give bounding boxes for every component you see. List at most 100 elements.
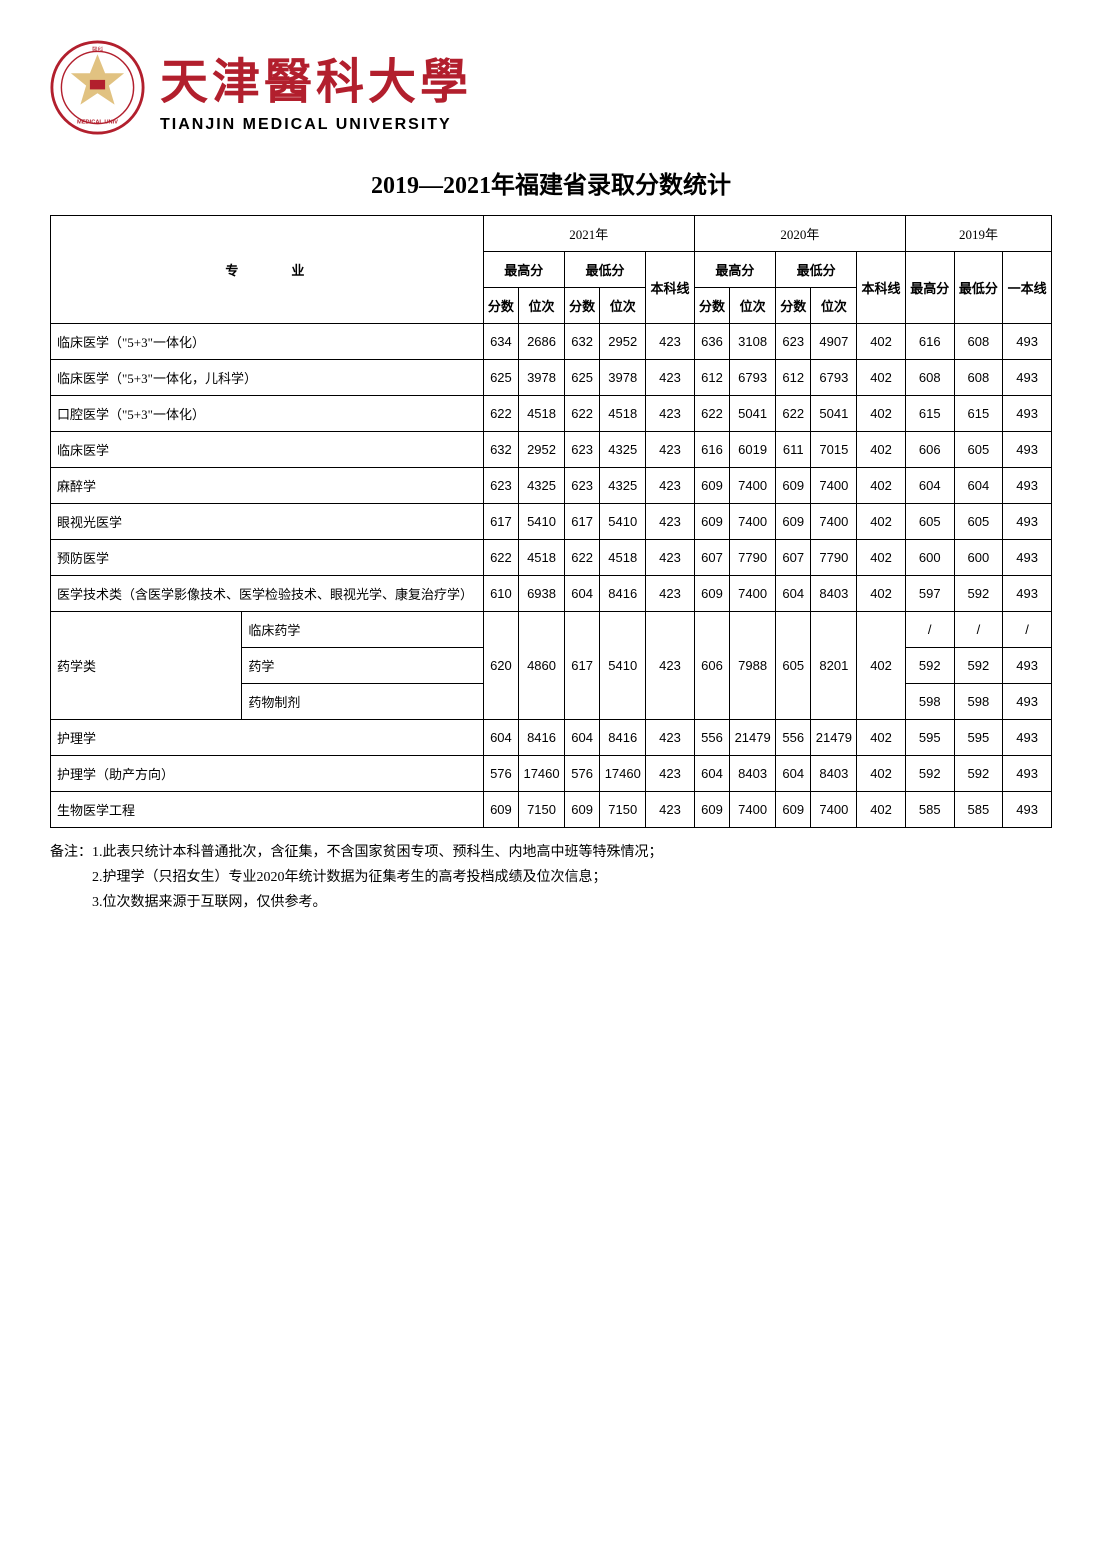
data-cell: 605 [776, 612, 811, 720]
data-cell: 592 [954, 756, 1003, 792]
data-cell: 636 [694, 324, 729, 360]
data-cell: 609 [694, 576, 729, 612]
data-cell: 608 [954, 360, 1003, 396]
data-cell: 617 [564, 612, 599, 720]
col-score: 分数 [694, 288, 729, 324]
data-cell: 623 [564, 468, 599, 504]
data-cell: 21479 [811, 720, 857, 756]
data-cell: 620 [483, 612, 518, 720]
data-cell: 402 [857, 432, 906, 468]
data-cell: 610 [483, 576, 518, 612]
university-cn-name: 天津醫科大學 [160, 42, 472, 112]
data-cell: 622 [564, 540, 599, 576]
data-cell: 625 [483, 360, 518, 396]
data-cell: 8403 [811, 756, 857, 792]
data-cell: 17460 [600, 756, 646, 792]
major-cell: 预防医学 [51, 540, 484, 576]
data-cell: 609 [776, 468, 811, 504]
col-rank: 位次 [811, 288, 857, 324]
data-cell: 615 [954, 396, 1003, 432]
data-cell: 21479 [730, 720, 776, 756]
data-cell: 7790 [811, 540, 857, 576]
data-cell: 623 [564, 432, 599, 468]
data-cell: 598 [905, 684, 954, 720]
major-cell: 麻醉学 [51, 468, 484, 504]
table-row: 临床医学632295262343254236166019611701540260… [51, 432, 1052, 468]
data-cell: 423 [646, 792, 695, 828]
table-row: 临床医学（"5+3"一体化）63426866322952423636310862… [51, 324, 1052, 360]
data-cell: 493 [1003, 720, 1052, 756]
table-row: 麻醉学6234325623432542360974006097400402604… [51, 468, 1052, 504]
data-cell: 623 [483, 468, 518, 504]
data-cell: 576 [564, 756, 599, 792]
data-cell: 600 [905, 540, 954, 576]
data-cell: 402 [857, 396, 906, 432]
data-cell: 609 [776, 792, 811, 828]
col-max-2019: 最高分 [905, 252, 954, 324]
data-cell: 605 [905, 504, 954, 540]
data-cell: 600 [954, 540, 1003, 576]
data-cell: 2952 [600, 324, 646, 360]
col-min-2020: 最低分 [776, 252, 857, 288]
data-cell: 592 [954, 648, 1003, 684]
data-cell: 8403 [811, 576, 857, 612]
data-cell: 493 [1003, 684, 1052, 720]
data-cell: 605 [954, 504, 1003, 540]
data-cell: 609 [776, 504, 811, 540]
data-cell: 609 [483, 792, 518, 828]
col-tier1-2019: 一本线 [1003, 252, 1052, 324]
data-cell: 5041 [730, 396, 776, 432]
data-cell: 5410 [519, 504, 565, 540]
data-cell: 7400 [730, 504, 776, 540]
data-cell: 606 [694, 612, 729, 720]
data-cell: 493 [1003, 792, 1052, 828]
data-cell: 604 [776, 576, 811, 612]
data-cell: 423 [646, 468, 695, 504]
data-cell: 7400 [811, 504, 857, 540]
col-score: 分数 [776, 288, 811, 324]
svg-text:MEDICAL UNIV: MEDICAL UNIV [77, 120, 118, 126]
table-row: 护理学6048416604841642355621479556214794025… [51, 720, 1052, 756]
pharmacy-group-cell: 药学类 [51, 612, 242, 720]
data-cell: 606 [905, 432, 954, 468]
data-cell: 493 [1003, 360, 1052, 396]
data-cell: 6019 [730, 432, 776, 468]
data-cell: 493 [1003, 396, 1052, 432]
data-cell: 625 [564, 360, 599, 396]
data-cell: 592 [905, 756, 954, 792]
data-cell: 8201 [811, 612, 857, 720]
data-cell: 423 [646, 720, 695, 756]
admission-scores-table: 专 业 2021年 2020年 2019年 最高分 最低分 本科线 最高分 最低… [50, 215, 1052, 828]
data-cell: 3978 [600, 360, 646, 396]
data-cell: 615 [905, 396, 954, 432]
note-1: 备注：1.此表只统计本科普通批次，含征集，不含国家贫困专项、预科生、内地高中班等… [50, 840, 1052, 865]
data-cell: 7150 [519, 792, 565, 828]
data-cell: 2686 [519, 324, 565, 360]
major-cell: 临床医学（"5+3"一体化） [51, 324, 484, 360]
data-cell: / [905, 612, 954, 648]
data-cell: / [954, 612, 1003, 648]
data-cell: 617 [564, 504, 599, 540]
data-cell: 592 [954, 576, 1003, 612]
data-cell: 604 [776, 756, 811, 792]
pharmacy-sub-cell: 药物制剂 [242, 684, 483, 720]
data-cell: 402 [857, 468, 906, 504]
pharmacy-sub-cell: 临床药学 [242, 612, 483, 648]
data-cell: 4518 [600, 540, 646, 576]
data-cell: 607 [776, 540, 811, 576]
data-cell: 595 [905, 720, 954, 756]
data-cell: 4518 [519, 540, 565, 576]
data-cell: 585 [954, 792, 1003, 828]
university-logo: MEDICAL UNIV 醫科 [50, 40, 145, 135]
data-cell: 604 [564, 720, 599, 756]
data-cell: 4518 [600, 396, 646, 432]
data-cell: 632 [483, 432, 518, 468]
data-cell: 7400 [730, 468, 776, 504]
col-min-2021: 最低分 [564, 252, 645, 288]
data-cell: 617 [483, 504, 518, 540]
table-row: 预防医学622451862245184236077790607779040260… [51, 540, 1052, 576]
data-cell: 5410 [600, 504, 646, 540]
data-cell: / [1003, 612, 1052, 648]
col-rank: 位次 [730, 288, 776, 324]
data-cell: 4325 [519, 468, 565, 504]
